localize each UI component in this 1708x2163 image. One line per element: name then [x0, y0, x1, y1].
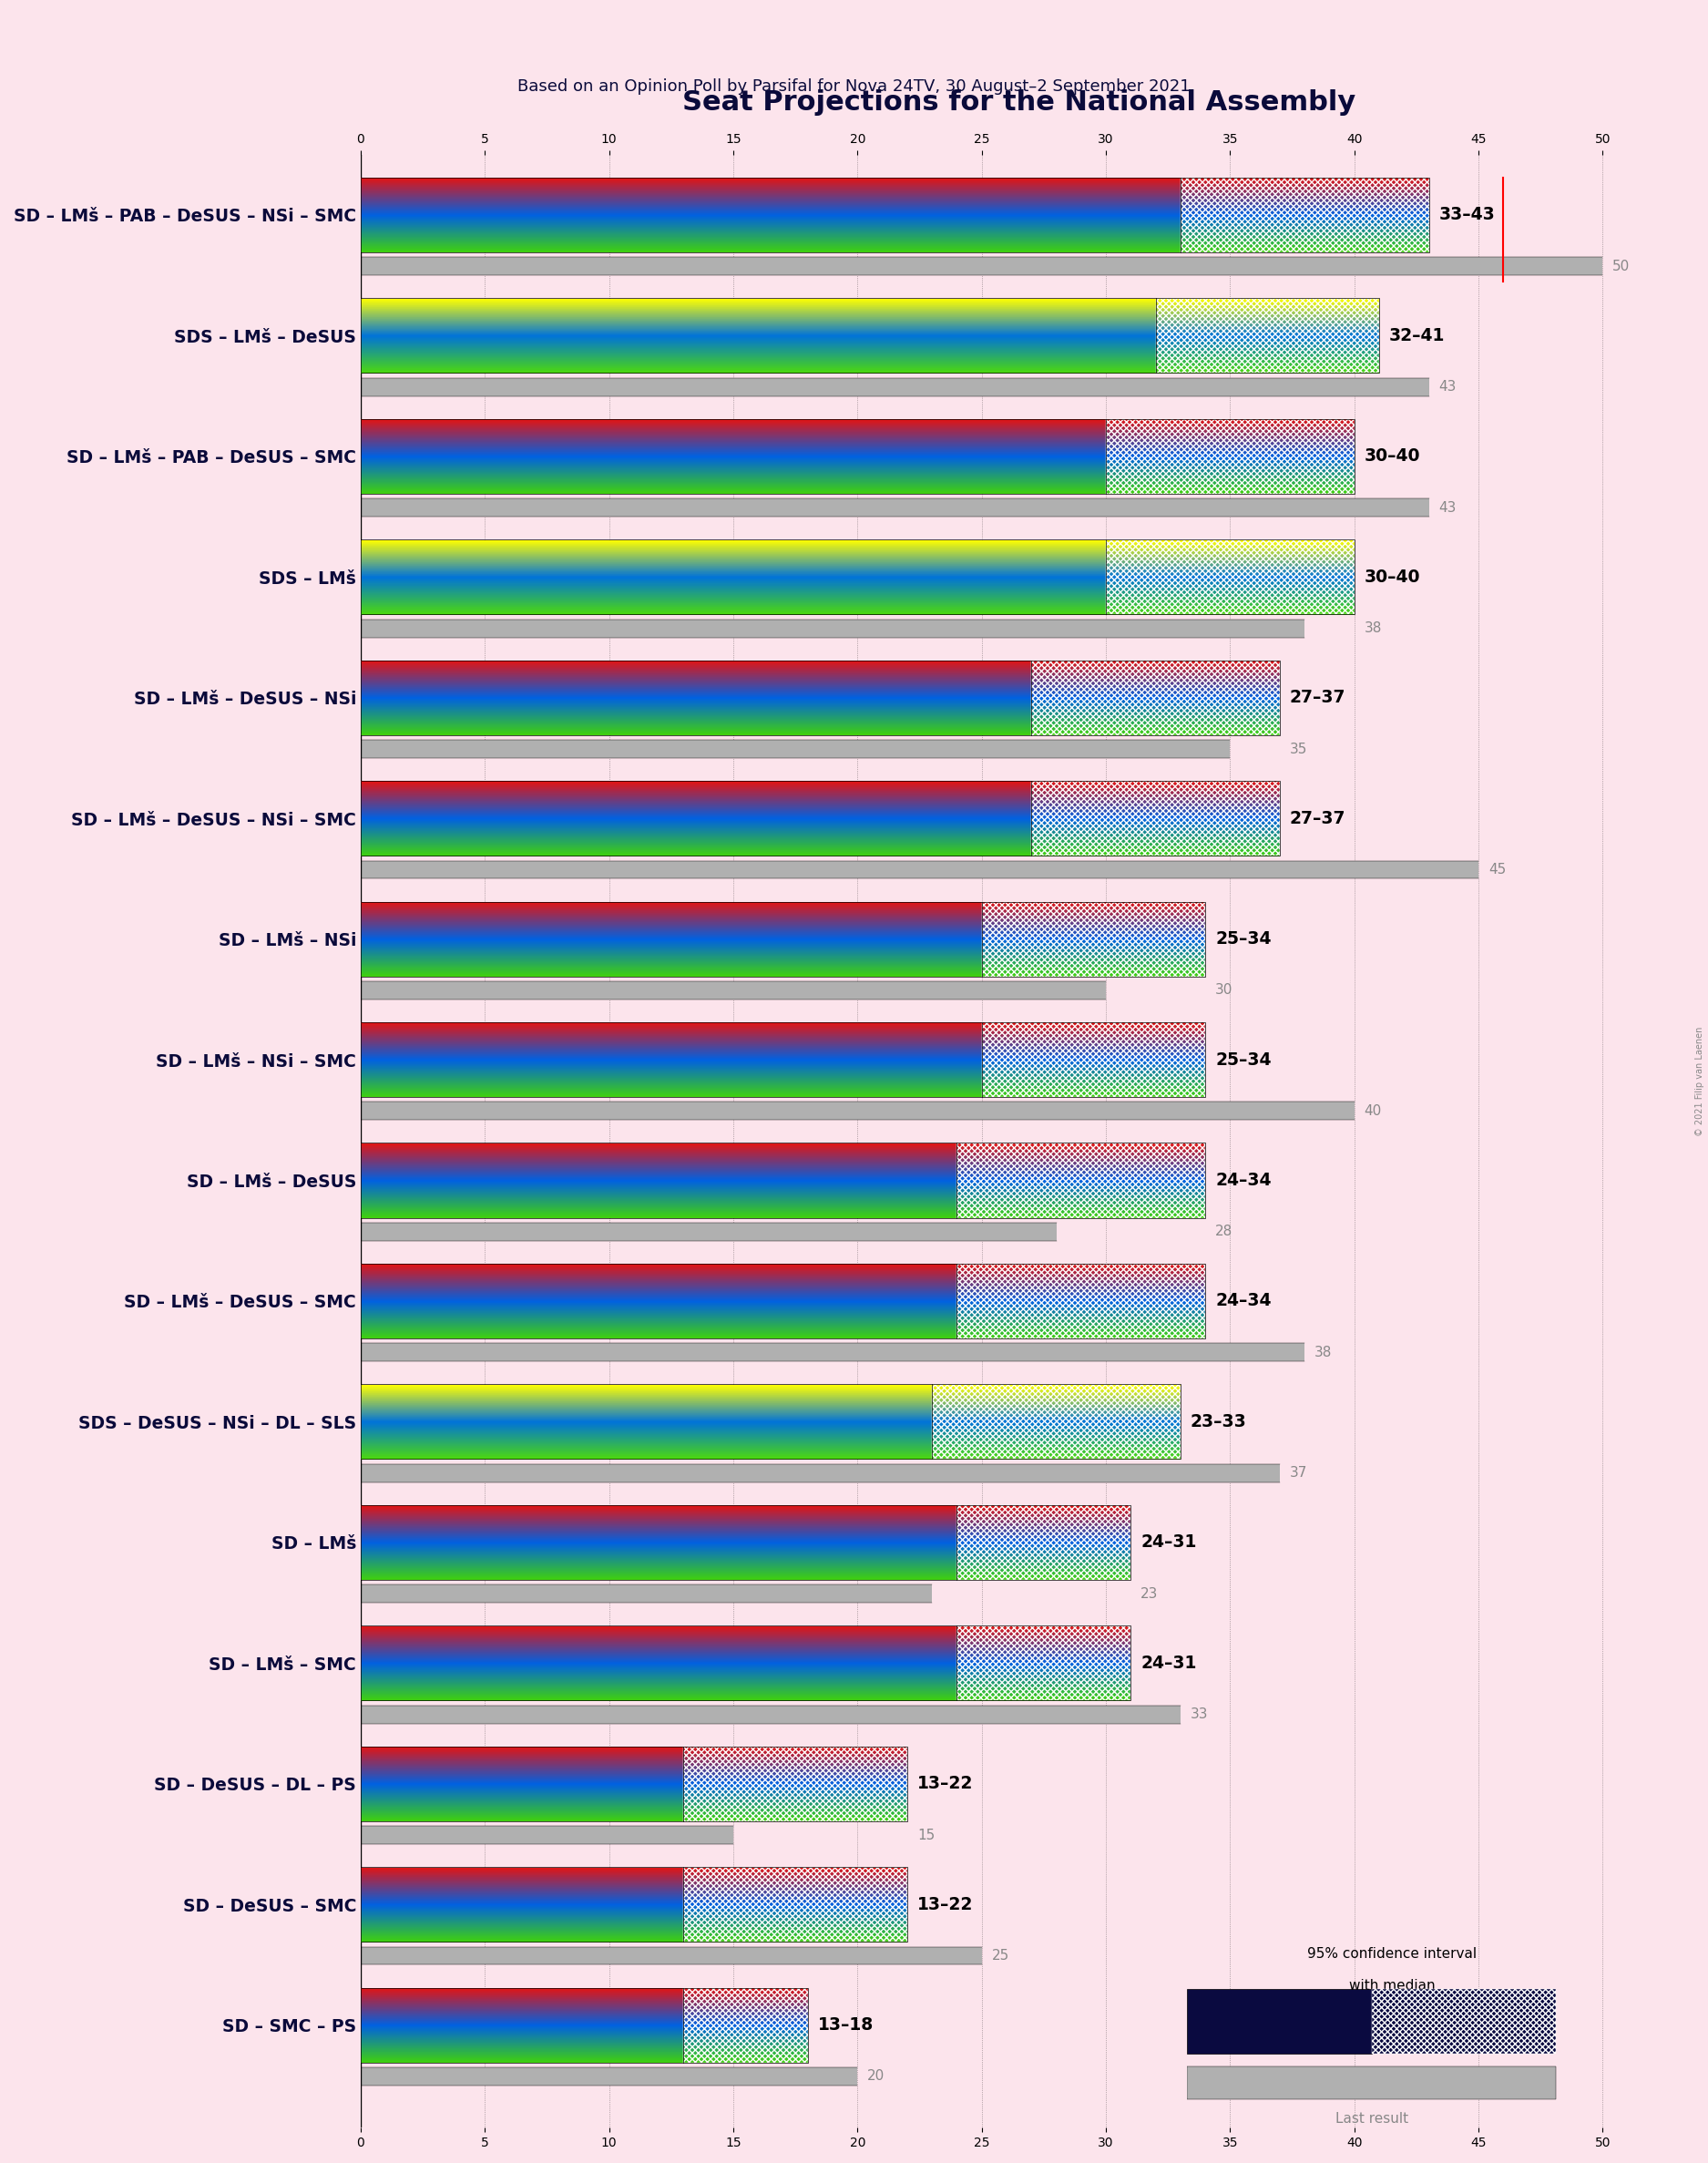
Bar: [1105, 420, 1354, 493]
Text: 20: 20: [868, 2070, 885, 2083]
Bar: [1187, 2068, 1556, 2098]
Bar: [360, 1142, 1206, 1218]
Bar: [360, 1023, 1206, 1097]
Text: 24–34: 24–34: [1214, 1293, 1271, 1311]
Bar: [360, 539, 1354, 614]
Bar: [360, 902, 1206, 976]
Title: Seat Projections for the National Assembly: Seat Projections for the National Assemb…: [681, 89, 1356, 117]
Bar: [360, 1585, 933, 1603]
Bar: [683, 1988, 808, 2064]
Bar: [360, 1746, 907, 1821]
Bar: [360, 1101, 1354, 1120]
Text: 15: 15: [917, 1828, 934, 1843]
Bar: [360, 298, 1378, 372]
Bar: [1180, 177, 1430, 253]
Bar: [360, 1704, 1180, 1724]
Text: 25–34: 25–34: [1214, 1051, 1271, 1069]
Text: 25: 25: [992, 1949, 1009, 1962]
Bar: [360, 1988, 808, 2064]
Text: 38: 38: [1315, 1345, 1332, 1358]
Bar: [956, 1627, 1131, 1700]
Bar: [360, 1384, 1180, 1460]
Bar: [360, 257, 1602, 275]
Text: 33–43: 33–43: [1438, 205, 1494, 223]
Bar: [360, 740, 1230, 757]
Bar: [956, 1263, 1206, 1339]
Bar: [360, 781, 1279, 857]
Bar: [360, 619, 1305, 638]
Text: 33: 33: [1190, 1707, 1208, 1722]
Text: 13–22: 13–22: [917, 1776, 974, 1793]
Bar: [360, 1343, 1305, 1361]
Text: 30–40: 30–40: [1365, 448, 1421, 465]
Bar: [1105, 539, 1354, 614]
Bar: [360, 1222, 1056, 1242]
Bar: [982, 1023, 1206, 1097]
Bar: [360, 379, 1430, 396]
Bar: [360, 1867, 907, 1942]
Text: 30: 30: [1214, 984, 1233, 997]
Text: 32–41: 32–41: [1389, 327, 1445, 344]
Bar: [360, 1464, 1279, 1482]
Bar: [360, 660, 1279, 735]
Bar: [360, 1947, 982, 1964]
Bar: [956, 1505, 1131, 1579]
Text: © 2021 Filip van Laenen: © 2021 Filip van Laenen: [1696, 1027, 1705, 1136]
Text: 25–34: 25–34: [1214, 930, 1271, 947]
Bar: [933, 1384, 1180, 1460]
Bar: [360, 1826, 733, 1845]
Bar: [360, 861, 1479, 878]
Text: 43: 43: [1438, 502, 1457, 515]
Bar: [360, 1627, 1131, 1700]
Bar: [360, 982, 1105, 999]
Text: 50: 50: [1612, 260, 1629, 273]
Bar: [956, 1142, 1206, 1218]
Text: 95% confidence interval: 95% confidence interval: [1307, 1947, 1477, 1960]
Text: 13–22: 13–22: [917, 1895, 974, 1912]
Text: 30–40: 30–40: [1365, 569, 1421, 586]
Text: Last result: Last result: [1336, 2111, 1407, 2126]
Text: 23: 23: [1141, 1588, 1158, 1601]
Bar: [1372, 1990, 1556, 2055]
Bar: [1032, 781, 1279, 857]
Bar: [982, 902, 1206, 976]
Bar: [360, 420, 1354, 493]
Bar: [683, 1746, 907, 1821]
Bar: [360, 1263, 1206, 1339]
Text: 43: 43: [1438, 381, 1457, 394]
Bar: [360, 1505, 1131, 1579]
Text: 13–18: 13–18: [818, 2016, 873, 2033]
Text: 27–37: 27–37: [1290, 690, 1346, 707]
Text: 38: 38: [1365, 621, 1382, 636]
Bar: [1032, 660, 1279, 735]
Text: 35: 35: [1290, 742, 1307, 755]
Bar: [360, 497, 1430, 517]
Bar: [360, 177, 1430, 253]
Bar: [360, 2068, 857, 2085]
Text: 24–34: 24–34: [1214, 1172, 1271, 1190]
Text: 37: 37: [1290, 1467, 1307, 1479]
Text: 40: 40: [1365, 1103, 1382, 1118]
Text: Based on an Opinion Poll by Parsifal for Nova 24TV, 30 August–2 September 2021: Based on an Opinion Poll by Parsifal for…: [518, 78, 1190, 95]
Bar: [1156, 298, 1378, 372]
Text: 28: 28: [1214, 1224, 1233, 1239]
Text: 27–37: 27–37: [1290, 809, 1346, 826]
Text: 24–31: 24–31: [1141, 1534, 1197, 1551]
Text: with median: with median: [1349, 1979, 1435, 1992]
Text: 24–31: 24–31: [1141, 1655, 1197, 1672]
Bar: [683, 1867, 907, 1942]
Bar: [1187, 1990, 1372, 2055]
Text: 23–33: 23–33: [1190, 1412, 1247, 1430]
Text: 45: 45: [1488, 863, 1506, 876]
